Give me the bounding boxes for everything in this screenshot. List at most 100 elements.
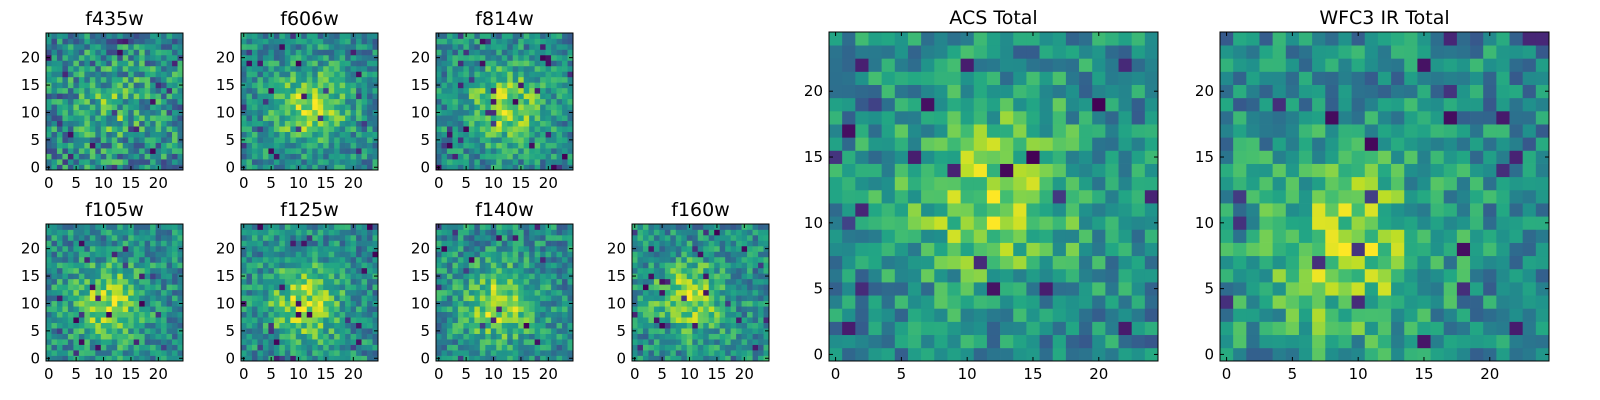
- heatmap-cell: [128, 142, 135, 149]
- heatmap-cell: [512, 240, 519, 247]
- heatmap-cell: [934, 295, 948, 309]
- heatmap-cell: [855, 347, 869, 362]
- heatmap-cell: [133, 109, 140, 116]
- heatmap-cell: [947, 282, 961, 296]
- heatmap-cell: [719, 328, 726, 334]
- heatmap-cell: [562, 224, 568, 230]
- heatmap-cell: [361, 54, 368, 61]
- heatmap-cell: [752, 328, 759, 334]
- heatmap-cell: [842, 347, 856, 362]
- heatmap-cell: [284, 148, 291, 154]
- heatmap-cell: [301, 65, 308, 72]
- heatmap-cell: [51, 278, 58, 285]
- heatmap-cell: [540, 126, 546, 132]
- heatmap-cell: [556, 93, 563, 100]
- heatmap-cell: [46, 229, 52, 236]
- heatmap-cell: [507, 328, 514, 334]
- heatmap-cell: [562, 142, 568, 149]
- heatmap-cell: [257, 109, 264, 116]
- heatmap-cell: [356, 262, 362, 269]
- heatmap-cell: [463, 262, 470, 269]
- heatmap-cell: [490, 137, 497, 143]
- heatmap-cell: [133, 306, 140, 313]
- heatmap-cell: [89, 234, 96, 241]
- heatmap-cell: [290, 98, 297, 105]
- heatmap-cell: [323, 256, 330, 263]
- heatmap-cell: [474, 311, 481, 318]
- heatmap-cell: [84, 322, 91, 329]
- heatmap-cell: [934, 268, 948, 283]
- heatmap-cell: [262, 159, 269, 165]
- heatmap-cell: [474, 229, 481, 236]
- heatmap-cell: [284, 350, 291, 356]
- x-tick-label: 10: [94, 174, 113, 192]
- heatmap-cell: [868, 295, 882, 309]
- heatmap-cell: [111, 104, 118, 111]
- heatmap-cell: [273, 295, 280, 302]
- heatmap-cell: [457, 240, 464, 247]
- heatmap-cell: [681, 317, 688, 323]
- heatmap-cell: [345, 229, 351, 236]
- heatmap-cell: [295, 71, 302, 78]
- heatmap-cell: [881, 216, 896, 230]
- heatmap-cell: [703, 289, 710, 296]
- heatmap-cell: [257, 115, 264, 122]
- heatmap-cell: [1052, 308, 1067, 322]
- heatmap-cell: [960, 242, 975, 257]
- heatmap-cell: [356, 278, 362, 285]
- heatmap-cell: [155, 109, 162, 116]
- heatmap-cell: [501, 82, 508, 89]
- heatmap-cell: [490, 65, 497, 72]
- heatmap-cell: [736, 339, 742, 345]
- heatmap-cell: [763, 267, 770, 274]
- heatmap-cell: [692, 273, 699, 280]
- heatmap-cell: [986, 282, 1001, 296]
- heatmap-cell: [106, 355, 113, 362]
- heatmap-cell: [279, 229, 286, 236]
- heatmap-cell: [177, 38, 184, 45]
- heatmap-cell: [172, 164, 178, 171]
- heatmap-cell: [1118, 347, 1133, 362]
- heatmap-cell: [111, 159, 118, 165]
- heatmap-cell: [708, 289, 715, 296]
- heatmap-cell: [284, 256, 291, 263]
- heatmap-cell: [758, 289, 764, 296]
- heatmap-cell: [659, 278, 666, 285]
- heatmap-cell: [708, 278, 715, 285]
- heatmap-cell: [446, 262, 453, 269]
- heatmap-cell: [290, 159, 297, 165]
- heatmap-cell: [279, 306, 286, 313]
- heatmap-cell: [361, 104, 368, 111]
- heatmap-cell: [529, 322, 535, 329]
- heatmap-cell: [556, 49, 563, 56]
- heatmap-cell: [106, 328, 113, 334]
- heatmap-cell: [934, 242, 948, 257]
- heatmap-cell: [507, 245, 514, 252]
- heatmap-cell: [251, 256, 258, 263]
- heatmap-cell: [1065, 189, 1080, 204]
- heatmap-cell: [973, 242, 988, 257]
- heatmap-cell: [62, 82, 69, 89]
- heatmap-cell: [166, 65, 173, 72]
- heatmap-cell: [262, 350, 269, 356]
- heatmap-cell: [479, 350, 486, 356]
- heatmap-cell: [763, 278, 770, 285]
- heatmap-cell: [122, 137, 129, 143]
- heatmap-cell: [452, 344, 459, 351]
- heatmap-cell: [648, 256, 655, 263]
- heatmap-cell: [89, 148, 96, 154]
- heatmap-cell: [372, 98, 379, 105]
- heatmap-cell: [172, 267, 178, 274]
- heatmap-cell: [441, 251, 448, 258]
- heatmap-cell: [161, 82, 167, 89]
- heatmap-cell: [290, 137, 297, 143]
- heatmap-cell: [166, 115, 173, 122]
- heatmap-cell: [518, 284, 525, 291]
- heatmap-cell: [89, 82, 96, 89]
- heatmap-cell: [1079, 255, 1093, 270]
- heatmap-cell: [947, 347, 961, 362]
- heatmap-cell: [128, 311, 135, 318]
- heatmap-cell: [306, 273, 313, 280]
- heatmap-cell: [474, 153, 481, 160]
- heatmap-cell: [117, 256, 124, 263]
